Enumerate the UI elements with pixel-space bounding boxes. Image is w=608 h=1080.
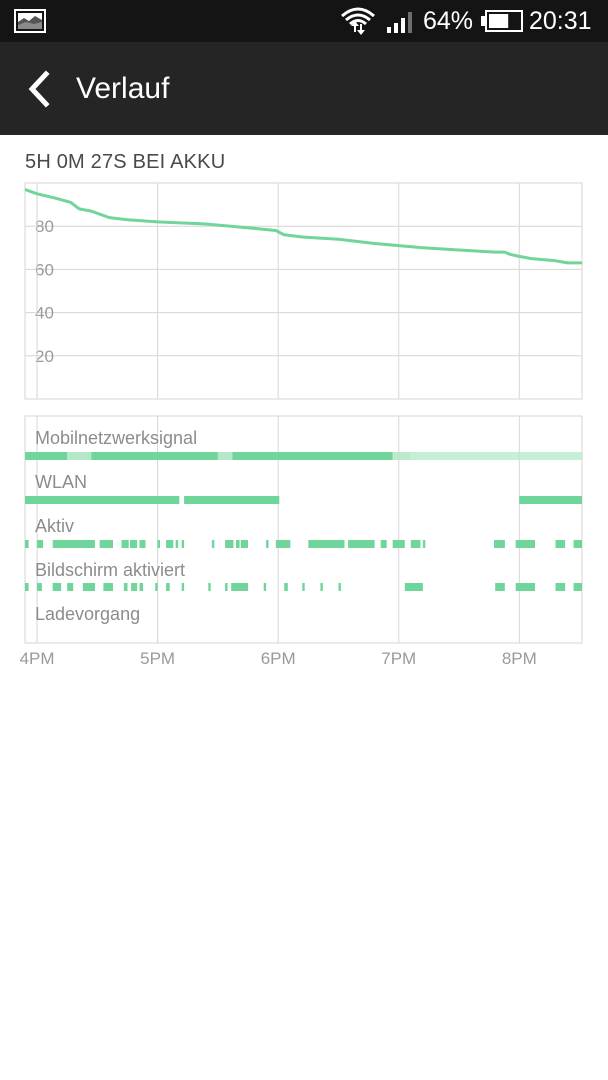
row-segment — [123, 583, 128, 591]
row-segment — [573, 540, 582, 548]
battery-duration: 5H 0M 27S BEI AKKU — [25, 151, 226, 173]
row-label: Mobilnetzwerksignal — [35, 428, 197, 448]
usage-rows: Mobilnetzwerksignal WLAN Aktiv Bildschirm a… — [25, 428, 582, 624]
row-segment — [519, 496, 582, 504]
row-segment — [494, 540, 505, 548]
y-tick-label: 40 — [35, 304, 54, 323]
row-label: Ladevorgang — [35, 604, 140, 624]
row-segment — [166, 540, 174, 548]
x-axis: 4PM 5PM 6PM 7PM 8PM — [20, 649, 537, 668]
battery-line-layer — [24, 188, 582, 265]
grid: 20 40 60 80 — [24, 182, 583, 644]
y-tick-label: 20 — [35, 347, 54, 366]
x-tick-label: 7PM — [381, 649, 416, 668]
row-segment — [275, 540, 291, 548]
row-segment — [392, 540, 405, 548]
row-segment — [231, 583, 249, 591]
row-segment — [121, 540, 129, 548]
row-segment — [25, 452, 68, 460]
row-segment — [422, 540, 426, 548]
row-segment — [139, 583, 144, 591]
row-segment — [37, 583, 42, 591]
clock: 20:31 — [529, 7, 592, 35]
rows-chart-frame — [24, 415, 583, 644]
row-segment — [25, 540, 29, 548]
row-segment — [181, 540, 185, 548]
row-segment — [103, 583, 113, 591]
row-segment — [320, 583, 323, 591]
row-segment — [380, 540, 387, 548]
row-segment — [404, 583, 423, 591]
action-bar: Verlauf — [0, 42, 608, 135]
row-segment — [263, 583, 267, 591]
row-segment — [225, 540, 234, 548]
row-segment — [166, 583, 170, 591]
row-segment — [157, 540, 160, 548]
row-segment — [208, 583, 211, 591]
row-segment — [175, 540, 179, 548]
row-segment — [91, 452, 218, 460]
row-segment — [82, 583, 95, 591]
x-tick-label: 4PM — [20, 649, 55, 668]
page-title: Verlauf — [76, 72, 170, 105]
status-bar: 64% 20:31 — [0, 0, 608, 42]
x-tick-label: 5PM — [140, 649, 175, 668]
battery-level-line — [24, 188, 582, 265]
line-chart-frame — [24, 182, 583, 400]
row-segment — [232, 452, 393, 460]
y-tick-label: 60 — [35, 260, 54, 279]
row-segment — [240, 540, 248, 548]
row-segment — [99, 540, 113, 548]
row-segment — [410, 540, 421, 548]
row-segment — [284, 583, 288, 591]
row-segment — [211, 540, 215, 548]
row-label: Bildschirm aktiviert — [35, 560, 185, 580]
row-segment — [348, 540, 375, 548]
row-segment — [410, 452, 582, 460]
battery-history-chart: 20 40 60 80 Mobilnetzwerksignal WLAN Aktiv Bil… — [20, 182, 583, 668]
row-segment — [266, 540, 269, 548]
row-segment — [515, 540, 535, 548]
row-segment — [392, 452, 411, 460]
row-segment — [67, 452, 92, 460]
back-chevron-icon[interactable] — [14, 64, 64, 114]
image-icon — [14, 9, 46, 33]
row-segment — [25, 496, 180, 504]
row-segment — [225, 583, 228, 591]
row-segment — [555, 540, 566, 548]
row-segment — [495, 583, 505, 591]
row-segment — [217, 452, 233, 460]
row-segment — [236, 540, 240, 548]
row-label: Aktiv — [35, 516, 74, 536]
x-tick-label: 6PM — [261, 649, 296, 668]
row-segment — [181, 583, 185, 591]
row-segment — [573, 583, 582, 591]
row-segment — [25, 583, 29, 591]
row-label: WLAN — [35, 472, 87, 492]
row-segment — [155, 583, 158, 591]
row-segment — [67, 583, 74, 591]
row-segment — [302, 583, 305, 591]
row-segment — [52, 540, 95, 548]
row-segment — [131, 583, 138, 591]
x-tick-label: 8PM — [502, 649, 537, 668]
row-segment — [52, 583, 62, 591]
row-segment — [515, 583, 535, 591]
row-segment — [308, 540, 345, 548]
row-segment — [184, 496, 280, 504]
wifi-icon — [341, 7, 375, 35]
row-segment — [555, 583, 566, 591]
row-segment — [129, 540, 138, 548]
battery-icon — [481, 10, 523, 32]
battery-percentage: 64% — [423, 7, 474, 35]
signal-icon — [387, 12, 412, 33]
row-segment — [338, 583, 341, 591]
row-segment — [139, 540, 146, 548]
row-segment — [37, 540, 44, 548]
y-tick-label: 80 — [35, 217, 54, 236]
